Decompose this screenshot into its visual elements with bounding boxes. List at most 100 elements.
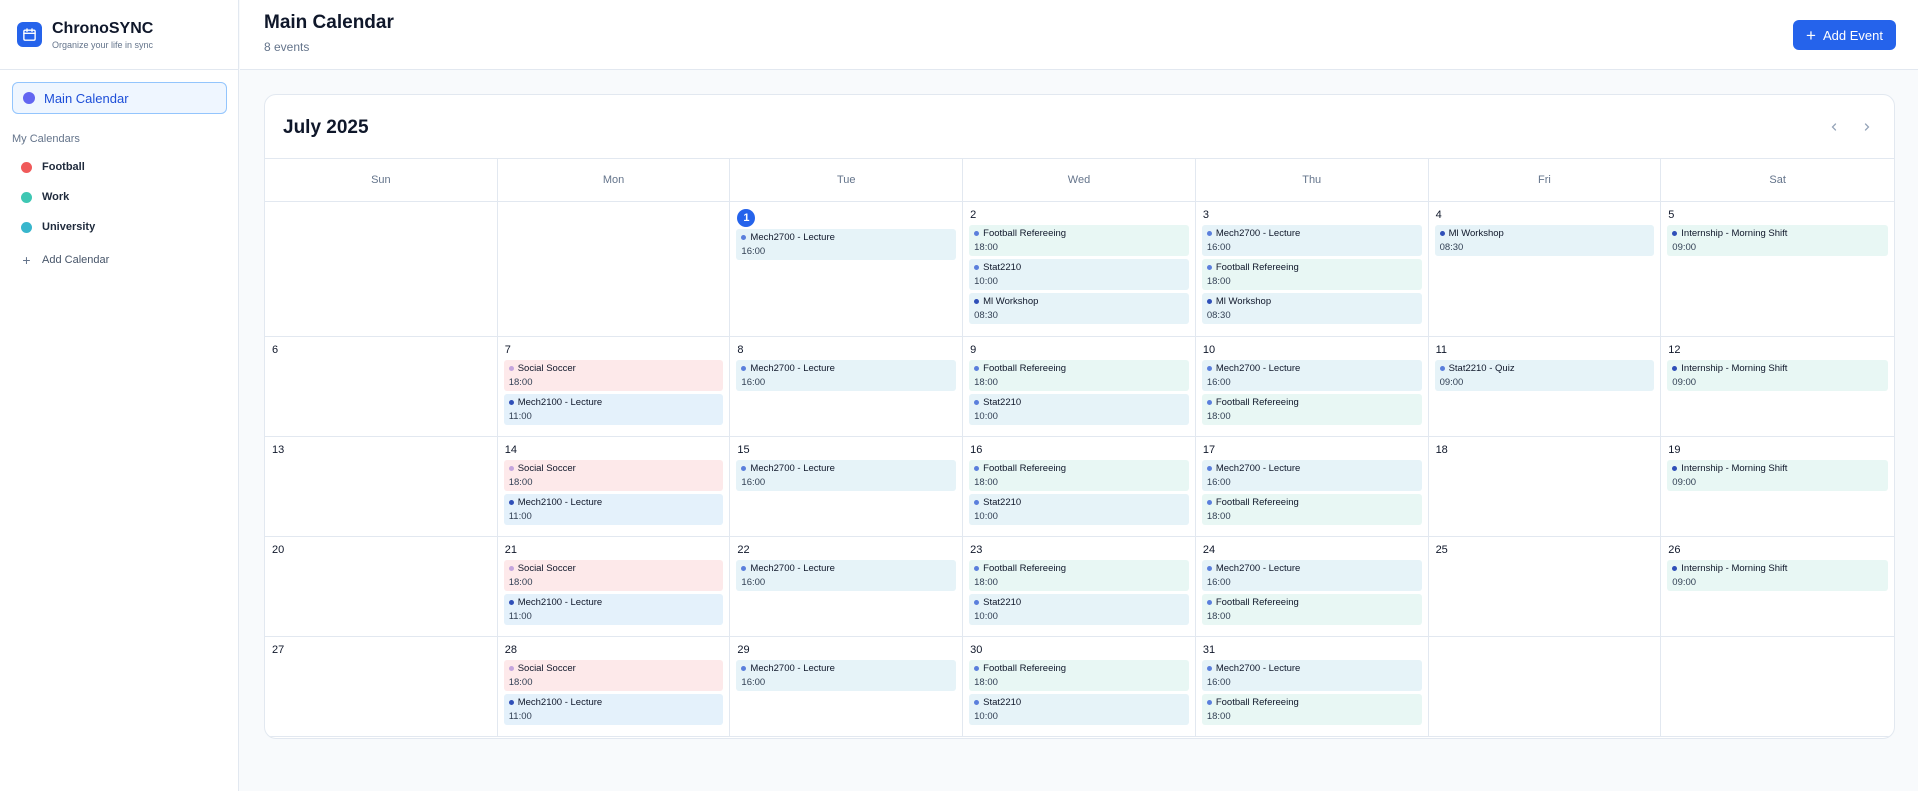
day-cell[interactable]: 22 Mech2700 - Lecture 16:00	[730, 537, 964, 637]
event-title: Stat2210	[983, 497, 1022, 508]
add-calendar-button[interactable]: + Add Calendar	[12, 249, 109, 271]
day-cell[interactable]: 19 Internship - Morning Shift 09:00	[1661, 437, 1894, 537]
day-cell[interactable]: 10 Mech2700 - Lecture 16:00 Football Refere…	[1195, 337, 1429, 437]
day-cell[interactable]: 12 Internship - Morning Shift 09:00	[1661, 337, 1894, 437]
day-cell[interactable]: 11 Stat2210 - Quiz 09:00	[1428, 337, 1662, 437]
day-cell[interactable]: 8 Mech2700 - Lecture 16:00	[730, 337, 964, 437]
event-chip[interactable]: Internship - Morning Shift 09:00	[1667, 360, 1888, 391]
event-dot-icon	[974, 265, 980, 270]
day-cell[interactable]: 16 Football Refereeing 18:00 Stat2210 10:00	[963, 437, 1196, 537]
day-cell[interactable]: 2 Football Refereeing 18:00 Stat2210 10:00 Ml…	[963, 202, 1196, 337]
day-cell[interactable]: 26 Internship - Morning Shift 09:00	[1661, 537, 1894, 637]
event-chip[interactable]: Mech2700 - Lecture 16:00	[1201, 225, 1422, 256]
event-chip[interactable]: Social Soccer 18:00	[503, 460, 724, 491]
event-chip[interactable]: Mech2700 - Lecture 16:00	[736, 460, 957, 491]
event-chip[interactable]: Football Refereeing 18:00	[969, 560, 1189, 591]
event-chip[interactable]: Stat2210 10:00	[969, 594, 1189, 625]
event-chip[interactable]: Stat2210 10:00	[969, 394, 1189, 425]
event-chip[interactable]: Football Refereeing 18:00	[969, 225, 1189, 256]
event-chip[interactable]: Mech2700 - Lecture 16:00	[1201, 360, 1422, 391]
day-cell[interactable]: 23 Football Refereeing 18:00 Stat2210 10:00	[963, 537, 1196, 637]
month-grid: 1 Mech2700 - Lecture 16:00 2 Football Refere…	[265, 202, 1894, 737]
event-chip[interactable]: Stat2210 10:00	[969, 694, 1189, 725]
event-time: 09:00	[1672, 477, 1697, 488]
event-dot-icon	[974, 366, 980, 371]
event-chip[interactable]: Ml Workshop 08:30	[1201, 293, 1422, 324]
event-chip[interactable]: Stat2210 10:00	[969, 259, 1189, 290]
sidebar-item-university[interactable]: University	[12, 216, 227, 238]
day-cell[interactable]: 9 Football Refereeing 18:00 Stat2210 10:00	[963, 337, 1196, 437]
event-chip[interactable]: Mech2100 - Lecture 11:00	[503, 494, 724, 525]
event-chip[interactable]: Football Refereeing 18:00	[969, 460, 1189, 491]
sidebar-item-main-calendar[interactable]: Main Calendar	[12, 82, 227, 114]
day-cell[interactable]: 18	[1428, 437, 1662, 537]
event-chip[interactable]: Mech2700 - Lecture 16:00	[1201, 660, 1422, 691]
day-cell[interactable]: 7 Social Soccer 18:00 Mech2100 - Lecture 11:…	[497, 337, 731, 437]
empty-day-cell	[1428, 637, 1662, 737]
event-chip[interactable]: Stat2210 10:00	[969, 494, 1189, 525]
day-cell[interactable]: 27	[265, 637, 498, 737]
day-cell[interactable]: 14 Social Soccer 18:00 Mech2100 - Lecture 11…	[497, 437, 731, 537]
day-cell[interactable]: 13	[265, 437, 498, 537]
event-dot-icon	[1672, 366, 1678, 371]
event-chip[interactable]: Internship - Morning Shift 09:00	[1667, 225, 1888, 256]
event-title: Stat2210	[983, 262, 1022, 273]
event-chip[interactable]: Mech2100 - Lecture 11:00	[503, 594, 724, 625]
day-cell[interactable]: 28 Social Soccer 18:00 Mech2100 - Lecture 11…	[497, 637, 731, 737]
day-cell[interactable]: 15 Mech2700 - Lecture 16:00	[730, 437, 964, 537]
event-chip[interactable]: Football Refereeing 18:00	[969, 360, 1189, 391]
event-time: 16:00	[1206, 677, 1231, 688]
event-chip[interactable]: Mech2700 - Lecture 16:00	[736, 560, 957, 591]
event-chip[interactable]: Stat2210 - Quiz 09:00	[1434, 360, 1655, 391]
day-cell[interactable]: 29 Mech2700 - Lecture 16:00	[730, 637, 964, 737]
previous-month-button[interactable]	[1822, 115, 1846, 139]
event-chip[interactable]: Mech2100 - Lecture 11:00	[503, 394, 724, 425]
day-cell[interactable]: 21 Social Soccer 18:00 Mech2100 - Lecture 11…	[497, 537, 731, 637]
event-chip[interactable]: Internship - Morning Shift 09:00	[1667, 560, 1888, 591]
next-month-button[interactable]	[1855, 115, 1879, 139]
event-dot-icon	[741, 366, 747, 371]
event-chip[interactable]: Football Refereeing 18:00	[1201, 694, 1422, 725]
event-chip[interactable]: Internship - Morning Shift 09:00	[1667, 460, 1888, 491]
weekday-label: Wed	[963, 159, 1196, 201]
day-cell[interactable]: 6	[265, 337, 498, 437]
day-cell[interactable]: 3 Mech2700 - Lecture 16:00 Football Referee…	[1195, 202, 1429, 337]
event-time: 16:00	[741, 377, 766, 388]
event-title: Social Soccer	[517, 363, 576, 374]
event-chip[interactable]: Mech2700 - Lecture 16:00	[1201, 460, 1422, 491]
event-chip[interactable]: Football Refereeing 18:00	[1201, 394, 1422, 425]
day-cell[interactable]: 5 Internship - Morning Shift 09:00	[1661, 202, 1894, 337]
event-chip[interactable]: Football Refereeing 18:00	[1201, 259, 1422, 290]
day-number: 4	[1435, 209, 1442, 221]
event-dot-icon	[1672, 231, 1678, 236]
event-chip[interactable]: Social Soccer 18:00	[503, 360, 724, 391]
sidebar-item-football[interactable]: Football	[12, 156, 227, 178]
day-cell[interactable]: 4 Ml Workshop 08:30	[1428, 202, 1662, 337]
event-chip[interactable]: Football Refereeing 18:00	[1201, 594, 1422, 625]
event-title: Social Soccer	[517, 663, 576, 674]
day-cell[interactable]: 25	[1428, 537, 1662, 637]
event-chip[interactable]: Social Soccer 18:00	[503, 560, 724, 591]
event-chip[interactable]: Mech2700 - Lecture 16:00	[736, 229, 957, 260]
event-chip[interactable]: Ml Workshop 08:30	[969, 293, 1189, 324]
day-cell[interactable]: 31 Mech2700 - Lecture 16:00 Football Refere…	[1195, 637, 1429, 737]
sidebar-item-work[interactable]: Work	[12, 186, 227, 208]
event-chip[interactable]: Social Soccer 18:00	[503, 660, 724, 691]
event-title: Football Refereeing	[1215, 697, 1299, 708]
event-dot-icon	[508, 466, 514, 471]
event-chip[interactable]: Mech2700 - Lecture 16:00	[1201, 560, 1422, 591]
event-chip[interactable]: Ml Workshop 08:30	[1434, 225, 1655, 256]
day-cell[interactable]: 30 Football Refereeing 18:00 Stat2210 10:00	[963, 637, 1196, 737]
day-cell[interactable]: 24 Mech2700 - Lecture 16:00 Football Refere…	[1195, 537, 1429, 637]
event-chip[interactable]: Football Refereeing 18:00	[969, 660, 1189, 691]
event-chip[interactable]: Mech2700 - Lecture 16:00	[736, 360, 957, 391]
event-chip[interactable]: Mech2100 - Lecture 11:00	[503, 694, 724, 725]
event-chip[interactable]: Football Refereeing 18:00	[1201, 494, 1422, 525]
day-cell[interactable]: 17 Mech2700 - Lecture 16:00 Football Refere…	[1195, 437, 1429, 537]
add-event-button[interactable]: + Add Event	[1793, 20, 1896, 50]
day-cell[interactable]: 20	[265, 537, 498, 637]
day-cell[interactable]: 1 Mech2700 - Lecture 16:00	[730, 202, 964, 337]
weekday-label: Thu	[1196, 159, 1429, 201]
event-dot-icon	[741, 466, 747, 471]
event-chip[interactable]: Mech2700 - Lecture 16:00	[736, 660, 957, 691]
